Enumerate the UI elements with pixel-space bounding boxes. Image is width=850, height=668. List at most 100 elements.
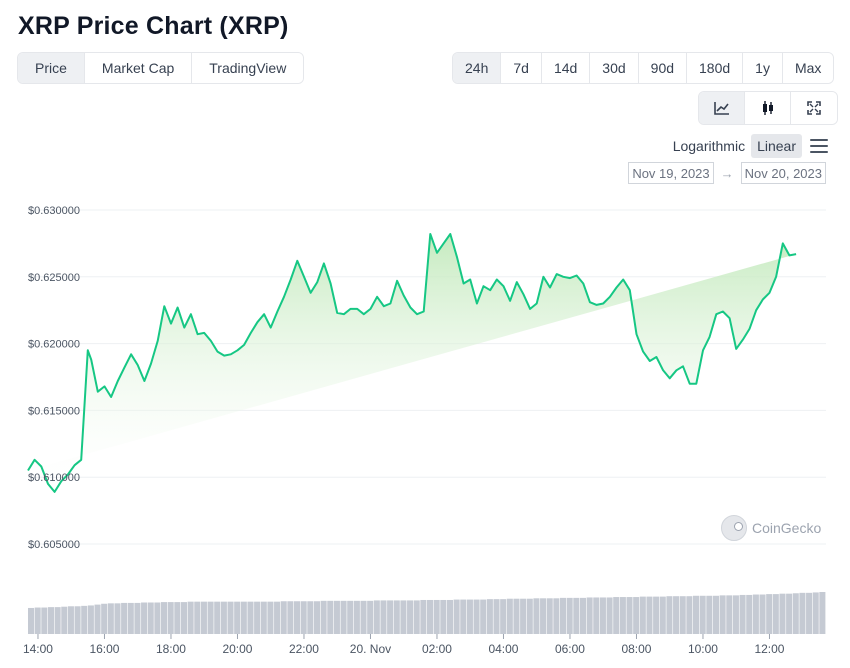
x-tick-label: 22:00 bbox=[289, 642, 319, 656]
chart-type-tabs: Price Market Cap TradingView bbox=[17, 52, 305, 84]
volume-bar bbox=[446, 599, 453, 634]
logarithmic-option[interactable]: Logarithmic bbox=[672, 138, 746, 154]
volume-bar bbox=[240, 601, 247, 634]
volume-bar bbox=[486, 599, 493, 634]
volume-bar bbox=[127, 602, 134, 634]
volume-bar bbox=[274, 601, 281, 634]
volume-bar bbox=[194, 601, 201, 634]
volume-bar bbox=[706, 595, 713, 634]
volume-bar bbox=[254, 601, 261, 634]
volume-bar bbox=[533, 598, 540, 634]
candlestick-button[interactable] bbox=[745, 92, 791, 124]
fullscreen-button[interactable] bbox=[791, 92, 837, 124]
volume-bar bbox=[41, 607, 48, 634]
x-tick-label: 02:00 bbox=[422, 642, 452, 656]
volume-bar bbox=[340, 600, 347, 634]
scale-selector: Logarithmic Linear bbox=[667, 134, 828, 158]
volume-bar bbox=[540, 598, 547, 634]
volume-bar bbox=[560, 597, 567, 634]
volume-bar bbox=[619, 597, 626, 634]
volume-bar bbox=[799, 592, 806, 634]
volume-bar bbox=[693, 595, 700, 634]
volume-bar bbox=[752, 594, 759, 634]
volume-bar bbox=[313, 601, 320, 634]
volume-bar bbox=[772, 594, 779, 634]
x-tick-label: 12:00 bbox=[754, 642, 784, 656]
x-tick-label: 20. Nov bbox=[350, 642, 391, 656]
volume-bar bbox=[101, 603, 108, 634]
volume-bar bbox=[227, 601, 234, 634]
date-range: Nov 19, 2023 → Nov 20, 2023 bbox=[628, 162, 826, 184]
volume-bar bbox=[134, 602, 141, 634]
volume-bar bbox=[440, 599, 447, 634]
volume-bar bbox=[606, 597, 613, 634]
volume-bar bbox=[413, 600, 420, 634]
range-1y-button[interactable]: 1y bbox=[743, 53, 783, 83]
hamburger-menu-icon[interactable] bbox=[810, 139, 828, 153]
volume-bar bbox=[427, 599, 434, 634]
volume-bar bbox=[806, 592, 813, 634]
volume-bar bbox=[207, 601, 214, 634]
coingecko-logo-icon bbox=[721, 515, 747, 541]
line-chart-icon bbox=[713, 102, 729, 115]
volume-bar bbox=[433, 599, 440, 634]
range-max-button[interactable]: Max bbox=[782, 53, 834, 83]
volume-bar bbox=[220, 601, 227, 634]
volume-bar bbox=[586, 597, 593, 634]
volume-bar bbox=[613, 597, 620, 634]
range-180d-button[interactable]: 180d bbox=[687, 53, 744, 83]
candlestick-icon bbox=[762, 101, 773, 115]
volume-bar bbox=[81, 605, 88, 634]
volume-bar bbox=[214, 601, 221, 634]
volume-bar bbox=[786, 593, 793, 634]
volume-bar bbox=[74, 606, 81, 634]
x-tick-label: 08:00 bbox=[621, 642, 651, 656]
volume-bar bbox=[167, 602, 174, 634]
y-tick-label: $0.610000 bbox=[28, 472, 80, 484]
range-7d-button[interactable]: 7d bbox=[501, 53, 542, 83]
range-30d-button[interactable]: 30d bbox=[590, 53, 639, 83]
volume-bar bbox=[400, 600, 407, 634]
volume-bar bbox=[779, 593, 786, 634]
volume-bar bbox=[553, 598, 560, 634]
volume-bar bbox=[812, 592, 819, 634]
fullscreen-icon bbox=[807, 101, 821, 115]
y-tick-label: $0.620000 bbox=[28, 339, 80, 351]
date-to-input[interactable]: Nov 20, 2023 bbox=[740, 162, 826, 184]
volume-bar bbox=[626, 597, 633, 634]
x-tick-label: 14:00 bbox=[23, 642, 53, 656]
volume-bar bbox=[54, 607, 61, 634]
linear-option[interactable]: Linear bbox=[751, 134, 802, 158]
volume-bar bbox=[360, 600, 367, 634]
tab-market-cap[interactable]: Market Cap bbox=[84, 53, 193, 83]
line-chart-button[interactable] bbox=[699, 92, 745, 124]
arrow-right-icon: → bbox=[720, 165, 734, 181]
tab-price[interactable]: Price bbox=[18, 53, 85, 83]
volume-bar bbox=[639, 596, 646, 634]
date-from-input[interactable]: Nov 19, 2023 bbox=[628, 162, 714, 184]
volume-bar bbox=[566, 597, 573, 634]
time-range-selector: 24h 7d 14d 30d 90d 180d 1y Max bbox=[452, 52, 835, 84]
volume-bar bbox=[373, 600, 380, 634]
volume-bar bbox=[679, 596, 686, 634]
volume-bar bbox=[327, 600, 334, 634]
volume-bar bbox=[453, 599, 460, 634]
x-tick-label: 16:00 bbox=[89, 642, 119, 656]
y-tick-label: $0.615000 bbox=[28, 405, 80, 417]
volume-bar bbox=[513, 598, 520, 634]
range-90d-button[interactable]: 90d bbox=[638, 53, 688, 83]
range-24h-button[interactable]: 24h bbox=[453, 53, 502, 83]
volume-bar bbox=[247, 601, 254, 634]
volume-bar bbox=[61, 606, 68, 634]
range-14d-button[interactable]: 14d bbox=[541, 53, 591, 83]
volume-bar bbox=[67, 606, 74, 634]
price-line bbox=[27, 233, 797, 493]
y-tick-label: $0.605000 bbox=[28, 539, 80, 551]
volume-bar bbox=[300, 601, 307, 634]
tab-tradingview[interactable]: TradingView bbox=[192, 53, 304, 83]
volume-bar bbox=[380, 600, 387, 634]
volume-bar bbox=[28, 607, 35, 634]
volume-bar bbox=[819, 592, 826, 634]
volume-bar bbox=[347, 600, 354, 634]
